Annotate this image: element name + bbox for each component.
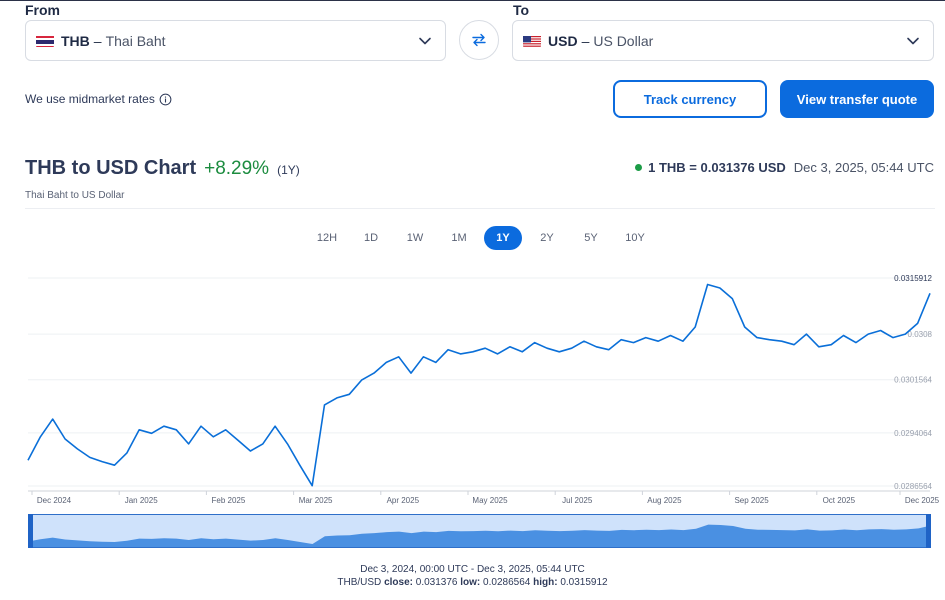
to-currency-name: US Dollar: [593, 32, 654, 49]
chevron-down-icon: [907, 37, 919, 45]
chart-title: THB to USD Chart: [25, 157, 197, 179]
period-tab-5y[interactable]: 5Y: [584, 232, 598, 244]
high-value: 0.0315912: [560, 577, 608, 588]
rate-timestamp: Dec 3, 2025, 05:44 UTC: [793, 160, 934, 175]
header-divider: [25, 208, 935, 209]
rate-value: 1 THB = 0.031376 USD: [648, 160, 786, 175]
period-tabs: 12H 1D 1W 1M 1Y 2Y 5Y 10Y: [305, 226, 657, 250]
rate-line-chart[interactable]: 0.0315912 0.0308 0.0301564 0.0294064 0.02865…: [0, 262, 945, 512]
x-tick-label: Jul 2025: [562, 496, 593, 505]
to-separator: –: [581, 32, 590, 49]
from-currency-name: Thai Baht: [105, 32, 166, 49]
x-tick-label: Sep 2025: [734, 496, 769, 505]
low-label: low:: [460, 577, 481, 588]
pair-label: THB/USD: [337, 577, 382, 588]
y-tick-label: 0.0315912: [894, 274, 932, 283]
x-tick-label: Jan 2025: [125, 496, 158, 505]
midmarket-note: We use midmarket rates: [25, 92, 172, 106]
high-label: high:: [533, 577, 558, 588]
x-tick-label: Apr 2025: [387, 496, 420, 505]
swap-arrows-icon: [472, 33, 486, 47]
x-tick-label: Aug 2025: [647, 496, 682, 505]
range-navigator[interactable]: [28, 514, 931, 548]
top-divider: [0, 0, 945, 1]
range-right-handle[interactable]: [926, 514, 931, 548]
x-tick-label: Dec 2025: [905, 496, 940, 505]
chart-subtitle: Thai Baht to US Dollar: [25, 190, 125, 201]
from-currency-select[interactable]: THB – Thai Baht: [25, 20, 446, 61]
period-tab-12h[interactable]: 12H: [316, 232, 338, 244]
us-flag-icon: [523, 35, 541, 47]
change-period: (1Y): [277, 163, 300, 177]
chart-heading: THB to USD Chart +8.29% (1Y): [25, 157, 300, 180]
view-transfer-quote-button[interactable]: View transfer quote: [780, 80, 934, 118]
close-label: close:: [384, 577, 413, 588]
swap-currencies-button[interactable]: [459, 20, 499, 60]
to-label: To: [513, 2, 530, 18]
period-tab-2y[interactable]: 2Y: [540, 232, 554, 244]
x-tick-label: Oct 2025: [823, 496, 856, 505]
info-icon[interactable]: [159, 93, 172, 106]
period-tab-1d[interactable]: 1D: [363, 232, 379, 244]
from-separator: –: [93, 32, 102, 49]
y-tick-label: 0.0286564: [894, 482, 932, 491]
summary-stats: THB/USD close: 0.031376 low: 0.0286564 h…: [0, 577, 945, 588]
from-currency-code: THB: [61, 32, 90, 49]
period-tab-1y[interactable]: 1Y: [484, 226, 522, 250]
x-tick-label: May 2025: [472, 496, 508, 505]
rate-series-line: [27, 283, 931, 487]
low-value: 0.0286564: [483, 577, 531, 588]
midmarket-text: We use midmarket rates: [25, 92, 155, 106]
close-value: 0.031376: [415, 577, 458, 588]
x-tick-label: Feb 2025: [211, 496, 245, 505]
live-indicator-dot: [635, 164, 643, 171]
track-currency-button[interactable]: Track currency: [613, 80, 767, 118]
period-tab-10y[interactable]: 10Y: [625, 232, 645, 244]
y-tick-label: 0.0308: [908, 330, 933, 339]
current-rate: 1 THB = 0.031376 USD Dec 3, 2025, 05:44 …: [635, 160, 934, 175]
period-tab-1m[interactable]: 1M: [451, 232, 467, 244]
to-currency-code: USD: [548, 32, 578, 49]
period-tab-1w[interactable]: 1W: [406, 232, 424, 244]
range-left-handle[interactable]: [28, 514, 33, 548]
change-percent: +8.29%: [204, 158, 270, 179]
y-tick-label: 0.0294064: [894, 429, 932, 438]
date-range-text: Dec 3, 2024, 00:00 UTC - Dec 3, 2025, 05…: [360, 564, 585, 575]
range-area: [28, 524, 931, 548]
from-label: From: [25, 2, 60, 18]
chevron-down-icon: [419, 37, 431, 45]
x-tick-label: Mar 2025: [299, 496, 333, 505]
y-tick-label: 0.0301564: [894, 376, 932, 385]
to-currency-select[interactable]: USD – US Dollar: [512, 20, 934, 61]
x-tick-label: Dec 2024: [37, 496, 72, 505]
thailand-flag-icon: [36, 35, 54, 47]
